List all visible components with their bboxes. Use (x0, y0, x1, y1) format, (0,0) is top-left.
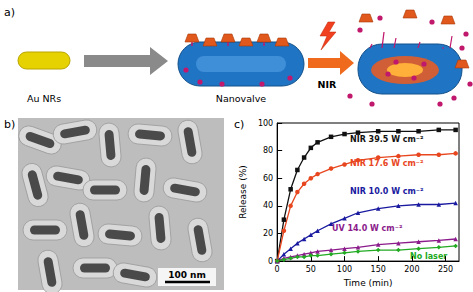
svg-text:250: 250 (438, 265, 453, 274)
svg-text:a): a) (4, 6, 15, 19)
svg-text:Time (min): Time (min) (343, 278, 393, 288)
svg-text:b): b) (4, 118, 15, 131)
svg-text:NIR 17.6 W cm⁻²: NIR 17.6 W cm⁻² (350, 158, 424, 168)
svg-text:150: 150 (371, 265, 386, 274)
svg-text:100: 100 (337, 265, 352, 274)
svg-text:0: 0 (275, 265, 280, 274)
svg-text:NIR 10.0 W cm⁻²: NIR 10.0 W cm⁻² (350, 187, 424, 196)
svg-text:Au NRs: Au NRs (27, 93, 61, 104)
svg-text:NIR: NIR (318, 79, 337, 90)
svg-text:NIR 39.5 W cm⁻²: NIR 39.5 W cm⁻² (350, 135, 424, 144)
svg-text:0: 0 (268, 257, 273, 266)
svg-text:Nanovalve: Nanovalve (216, 93, 266, 104)
svg-text:50: 50 (306, 265, 316, 274)
svg-text:Release (%): Release (%) (238, 165, 248, 219)
svg-text:100 nm: 100 nm (168, 270, 206, 280)
svg-text:c): c) (234, 118, 244, 131)
svg-text:40: 40 (263, 201, 273, 210)
svg-text:200: 200 (404, 265, 419, 274)
svg-text:60: 60 (263, 174, 273, 183)
svg-text:100: 100 (258, 119, 273, 128)
svg-text:UV 14.0 W cm⁻²: UV 14.0 W cm⁻² (332, 224, 403, 233)
svg-text:80: 80 (263, 146, 273, 155)
svg-text:20: 20 (263, 229, 273, 238)
svg-text:No laser: No laser (410, 252, 447, 261)
